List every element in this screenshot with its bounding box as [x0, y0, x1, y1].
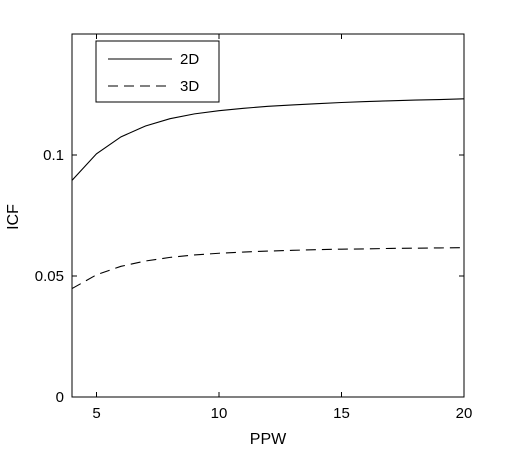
- x-tick-label: 10: [211, 405, 228, 422]
- data-point-3d: [120, 266, 121, 267]
- data-point-3d: [365, 248, 366, 249]
- data-point-3d: [218, 253, 219, 254]
- plot-frame-layer: [71, 33, 465, 398]
- data-point-2d: [292, 104, 293, 105]
- data-point-2d: [316, 103, 317, 104]
- data-point-3d: [390, 248, 391, 249]
- data-point-3d: [414, 248, 415, 249]
- plot-area-border: [71, 33, 465, 398]
- legend-label-2d: 2D: [180, 51, 199, 68]
- data-point-2d: [463, 98, 464, 99]
- ticks-layer: 5 10 15 20 0 0.05 0.1: [35, 34, 473, 422]
- y-tick-label: 0.05: [35, 268, 64, 285]
- data-point-3d: [292, 250, 293, 251]
- x-tick-label: 15: [333, 405, 350, 422]
- data-point-3d: [71, 288, 72, 289]
- data-point-2d: [365, 101, 366, 102]
- legend-box: [95, 40, 220, 103]
- data-point-2d: [96, 153, 97, 154]
- x-tick-label: 20: [456, 405, 473, 422]
- data-point-2d: [341, 102, 342, 103]
- data-point-2d: [414, 99, 415, 100]
- data-point-3d: [316, 249, 317, 250]
- data-point-2d: [145, 125, 146, 126]
- series-layer: [71, 98, 465, 290]
- x-axis-label: PPW: [250, 431, 287, 448]
- legend: 2D 3D: [95, 40, 220, 103]
- data-point-2d: [194, 113, 195, 114]
- data-point-2d: [439, 99, 440, 100]
- data-point-3d: [341, 249, 342, 250]
- data-point-2d: [218, 110, 219, 111]
- data-point-3d: [169, 257, 170, 258]
- data-point-3d: [463, 247, 464, 248]
- series-line-3d: [71, 247, 465, 290]
- data-point-3d: [243, 251, 244, 252]
- x-tick-label: 5: [92, 405, 100, 422]
- data-point-2d: [390, 100, 391, 101]
- data-point-2d: [169, 118, 170, 119]
- y-tick-label: 0: [56, 389, 64, 406]
- series-line-2d: [71, 98, 465, 181]
- data-point-2d: [120, 136, 121, 137]
- data-point-2d: [267, 106, 268, 107]
- data-point-3d: [194, 254, 195, 255]
- y-tick-label: 0.1: [43, 147, 64, 164]
- legend-label-3d: 3D: [180, 78, 199, 95]
- data-point-3d: [439, 247, 440, 248]
- data-point-3d: [96, 274, 97, 275]
- data-point-3d: [267, 250, 268, 251]
- data-point-2d: [243, 108, 244, 109]
- data-point-2d: [71, 180, 72, 181]
- y-axis-label: ICF: [5, 204, 22, 230]
- data-point-3d: [145, 260, 146, 261]
